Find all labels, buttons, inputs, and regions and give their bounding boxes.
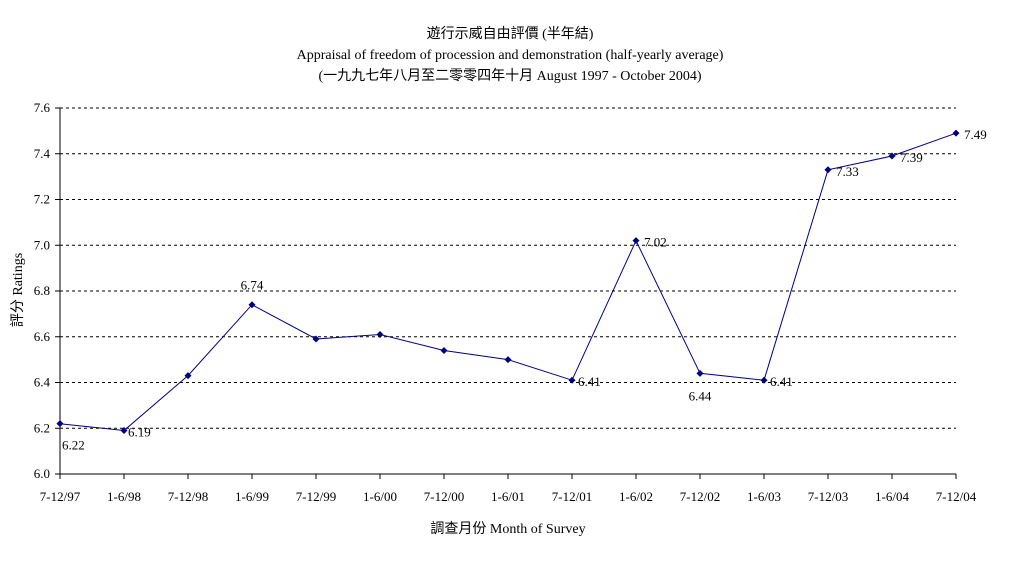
axes	[55, 107, 957, 479]
y-tick-label: 6.0	[34, 466, 50, 481]
y-tick-label: 7.4	[34, 146, 51, 161]
x-tick-label: 7-12/03	[808, 489, 848, 504]
data-label: 6.19	[128, 425, 151, 440]
data-label: 6.41	[578, 374, 601, 389]
y-tick-label: 6.8	[34, 283, 50, 298]
x-tick-label: 7-12/97	[40, 489, 81, 504]
x-tick-label: 1-6/99	[235, 489, 269, 504]
data-labels: 6.22 6.19 6.74 6.41 7.02 6.44 6.41 7.33 7.39 7.49	[62, 127, 987, 453]
data-label: 6.41	[770, 374, 793, 389]
data-point	[696, 369, 704, 377]
data-point	[824, 166, 832, 174]
y-tick-labels: 6.0 6.2 6.4 6.6 6.8 7.0 7.2 7.4 7.6	[34, 100, 51, 481]
data-point	[632, 237, 640, 245]
data-point	[120, 427, 128, 435]
y-axis-title: 評分 Ratings	[10, 253, 26, 327]
y-tick-label: 7.6	[34, 100, 51, 115]
data-point	[248, 301, 256, 309]
gridlines	[60, 107, 956, 429]
data-point	[440, 346, 448, 354]
series-line	[59, 132, 957, 432]
y-tick-label: 6.6	[34, 329, 51, 344]
x-tick-label: 1-6/98	[107, 489, 141, 504]
data-label: 6.74	[241, 278, 264, 293]
x-tick-label: 1-6/00	[363, 489, 397, 504]
x-tick-label: 7-12/00	[424, 489, 464, 504]
x-tick-label: 1-6/02	[619, 489, 653, 504]
y-tick-label: 6.4	[34, 375, 51, 390]
data-label: 6.22	[62, 438, 85, 453]
data-point	[504, 356, 512, 364]
x-tick-label: 1-6/01	[491, 489, 525, 504]
y-tick-label: 6.2	[34, 420, 50, 435]
x-tick-label: 1-6/04	[875, 489, 909, 504]
data-point	[56, 420, 64, 428]
data-label: 7.49	[964, 127, 987, 142]
y-tick-label: 7.0	[34, 237, 50, 252]
x-tick-label: 1-6/03	[747, 489, 781, 504]
data-point	[888, 152, 896, 160]
data-point	[952, 129, 960, 137]
y-tick-label: 7.2	[34, 192, 50, 207]
data-point	[568, 376, 576, 384]
x-tick-label: 7-12/01	[552, 489, 592, 504]
x-tick-label: 7-12/98	[168, 489, 208, 504]
data-point	[312, 335, 320, 343]
series	[56, 129, 960, 435]
data-point	[760, 376, 768, 384]
data-label: 7.33	[836, 164, 859, 179]
data-point	[376, 330, 384, 338]
x-tick-labels: 7-12/97 1-6/98 7-12/98 1-6/99 7-12/99 1-6/00 7…	[40, 489, 977, 504]
chart-period: (一九九七年八月至二零零四年十月 August 1997 - October 2…	[318, 68, 701, 84]
x-tick-label: 7-12/02	[680, 489, 720, 504]
x-axis-title: 調查月份 Month of Survey	[430, 521, 585, 537]
chart-title: 遊行示威自由評價 (半年結)	[427, 25, 594, 42]
x-tick-label: 7-12/99	[296, 489, 336, 504]
data-label: 7.39	[900, 150, 923, 165]
x-tick-label: 7-12/04	[936, 489, 977, 504]
chart-subtitle: Appraisal of freedom of procession and d…	[297, 48, 724, 63]
data-point	[184, 372, 192, 380]
data-label: 7.02	[644, 235, 667, 250]
data-label: 6.44	[689, 388, 712, 403]
